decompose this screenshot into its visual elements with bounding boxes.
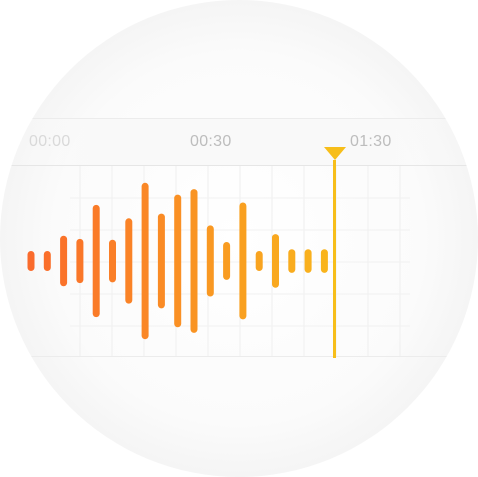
waveform-bar bbox=[206, 225, 214, 297]
waveform-bar bbox=[60, 235, 68, 287]
time-label-end: 01:30 bbox=[350, 133, 392, 150]
waveform-bar bbox=[109, 239, 116, 283]
time-label-start: 00:00 bbox=[29, 133, 71, 150]
timeline-ruler[interactable]: 00:00 00:30 01:30 bbox=[0, 118, 478, 166]
waveform-bar bbox=[125, 218, 133, 304]
time-label-mid: 00:30 bbox=[190, 133, 232, 150]
waveform-bar bbox=[141, 182, 149, 340]
waveform-bar bbox=[27, 251, 35, 271]
waveform-bar bbox=[272, 234, 279, 288]
waveform-graphic bbox=[27, 166, 410, 356]
playhead-handle-icon[interactable] bbox=[324, 147, 346, 160]
waveform-bars bbox=[27, 182, 328, 340]
playhead-line[interactable] bbox=[333, 160, 336, 358]
waveform-bar bbox=[304, 249, 312, 273]
waveform-bar bbox=[76, 238, 84, 284]
waveform-bar bbox=[288, 249, 296, 273]
waveform-bar bbox=[92, 204, 100, 318]
waveform-bar bbox=[174, 194, 182, 328]
waveform-bar bbox=[157, 213, 165, 309]
waveform-bar bbox=[190, 189, 198, 333]
waveform-bar bbox=[223, 242, 231, 280]
waveform-area[interactable] bbox=[0, 166, 478, 357]
waveform-bar bbox=[320, 249, 328, 273]
waveform-bar bbox=[43, 251, 51, 271]
waveform-bar bbox=[255, 251, 263, 271]
waveform-bar bbox=[239, 202, 247, 320]
